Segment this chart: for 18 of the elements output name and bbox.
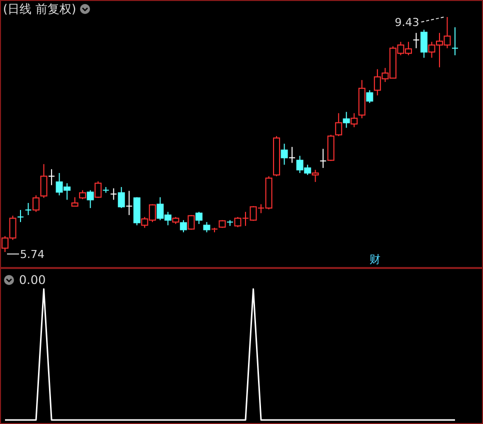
candlestick bbox=[320, 148, 327, 168]
annotation: 9.43 bbox=[394, 16, 420, 29]
candlestick bbox=[24, 202, 32, 216]
candlestick bbox=[203, 222, 210, 233]
candlestick bbox=[288, 146, 296, 164]
candlestick bbox=[126, 190, 133, 216]
chart-title: 0.00 bbox=[19, 273, 46, 287]
text: 财 bbox=[370, 253, 380, 266]
candlestick bbox=[452, 26, 458, 56]
candlestick bbox=[280, 143, 288, 166]
candlestick bbox=[420, 29, 428, 58]
chart-title: (日线 前复权) bbox=[3, 2, 76, 16]
candlestick bbox=[17, 209, 24, 223]
annotation: 5.74 bbox=[20, 248, 44, 261]
candlestick bbox=[358, 80, 366, 119]
candlestick bbox=[412, 32, 420, 49]
candlestick bbox=[342, 111, 350, 128]
candlestick bbox=[48, 168, 56, 186]
